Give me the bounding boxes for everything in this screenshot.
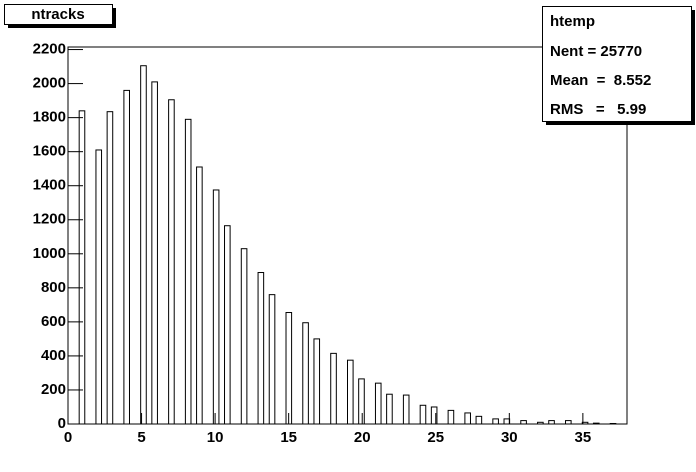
bar xyxy=(464,412,471,425)
bar xyxy=(609,422,617,425)
bar xyxy=(548,420,555,425)
y-tick-label: 400 xyxy=(41,347,66,364)
y-tick-label: 1000 xyxy=(33,245,66,262)
bar xyxy=(537,421,544,425)
bar xyxy=(106,111,114,425)
y-tick-label: 2000 xyxy=(33,75,66,92)
bar xyxy=(430,406,438,425)
y-tick-label: 1600 xyxy=(33,143,66,160)
bar xyxy=(419,404,427,425)
chart-title: ntracks xyxy=(31,6,84,23)
x-tick-label: 35 xyxy=(575,429,592,446)
bar xyxy=(151,81,158,425)
bar xyxy=(565,420,572,425)
stats-name: htemp xyxy=(550,13,595,30)
x-tick-label: 5 xyxy=(137,429,145,446)
x-tick-label: 30 xyxy=(501,429,518,446)
bar xyxy=(330,352,337,425)
x-tick-label: 20 xyxy=(354,429,371,446)
bar xyxy=(184,118,192,425)
x-tick-label: 15 xyxy=(280,429,297,446)
bar xyxy=(268,294,276,425)
bar xyxy=(196,166,203,425)
bar xyxy=(386,393,393,425)
bar xyxy=(347,359,354,425)
bar xyxy=(581,421,589,425)
y-tick-label: 0 xyxy=(58,415,66,432)
y-tick-label: 1200 xyxy=(33,211,66,228)
stats-line: Mean = 8.552 xyxy=(550,72,651,89)
bar xyxy=(520,420,527,425)
bar xyxy=(224,225,231,425)
bar xyxy=(313,338,321,425)
bar xyxy=(140,65,147,425)
title-box xyxy=(4,4,113,25)
bar xyxy=(592,422,600,425)
bar xyxy=(492,418,499,425)
x-tick-label: 0 xyxy=(64,429,72,446)
stats-box xyxy=(542,6,692,122)
bar xyxy=(358,378,365,425)
bar xyxy=(123,89,130,425)
stats-line: RMS = 5.99 xyxy=(550,101,646,118)
y-tick-label: 1800 xyxy=(33,109,66,126)
bar xyxy=(302,322,309,425)
bar xyxy=(257,272,265,425)
y-tick-label: 200 xyxy=(41,381,66,398)
bar xyxy=(402,394,410,425)
bar xyxy=(95,149,103,425)
y-tick-label: 600 xyxy=(41,313,66,330)
bar xyxy=(168,99,175,425)
bar xyxy=(212,189,220,425)
y-tick-label: 2200 xyxy=(33,41,66,58)
y-tick-label: 800 xyxy=(41,279,66,296)
bar xyxy=(475,415,483,425)
bar xyxy=(240,248,248,425)
bar xyxy=(374,382,382,425)
stats-line: Nent = 25770 xyxy=(550,43,642,60)
x-tick-label: 10 xyxy=(207,429,224,446)
bar xyxy=(447,409,455,425)
x-tick-label: 25 xyxy=(427,429,444,446)
y-tick-label: 1400 xyxy=(33,177,66,194)
